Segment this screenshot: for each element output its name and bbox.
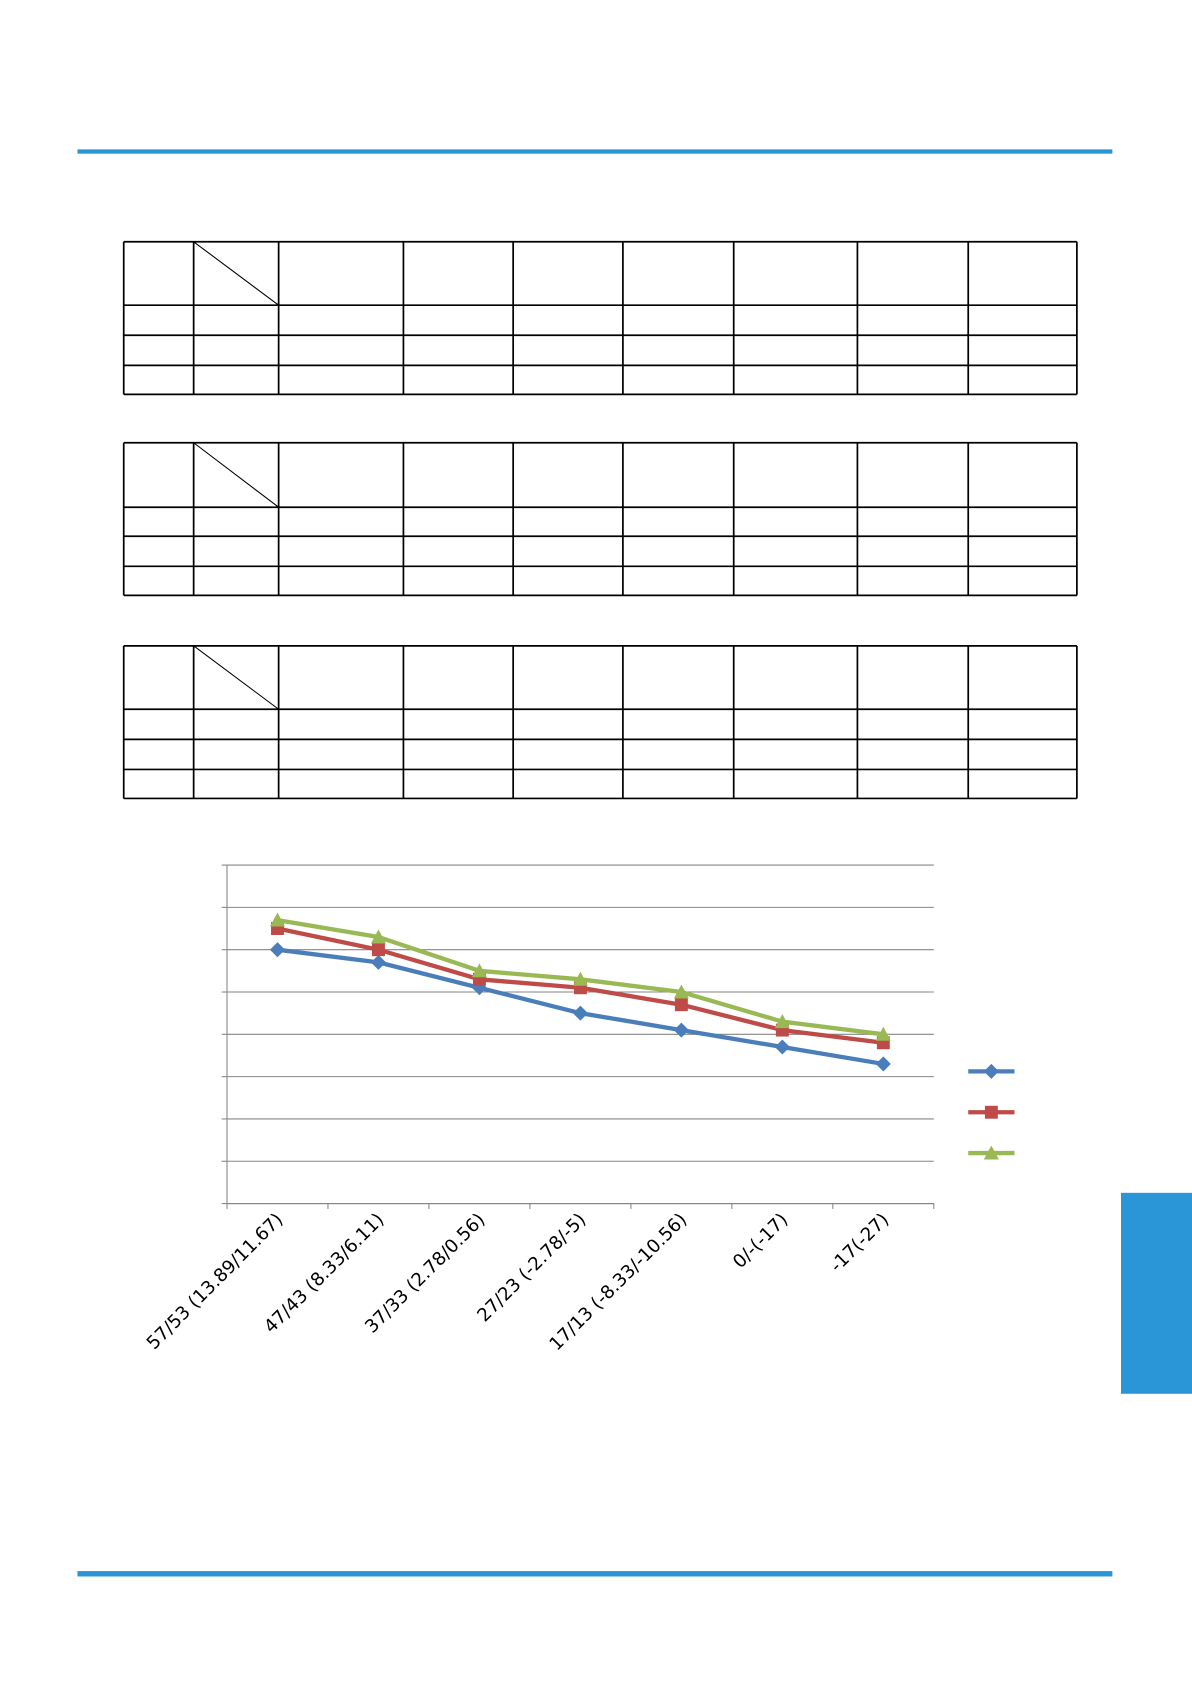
data-point <box>774 1014 790 1029</box>
x-tick-label: 0/-(-17) <box>729 1209 792 1272</box>
x-tick-label: -17(-27) <box>826 1209 893 1276</box>
x-tick-label: 27/23 (-2.78/-5) <box>473 1209 590 1326</box>
series <box>269 942 891 1072</box>
data-point <box>372 943 385 957</box>
legend-marker <box>983 1063 999 1079</box>
table <box>122 240 1078 396</box>
section-tab <box>1120 1192 1192 1394</box>
data-point <box>269 912 286 927</box>
legend-entry <box>968 1145 1015 1160</box>
legend-marker <box>983 1145 999 1160</box>
diagonal-rule <box>193 645 279 710</box>
data-point <box>269 942 286 958</box>
legend-marker <box>984 1105 998 1119</box>
data-point <box>572 971 588 986</box>
data-point <box>674 998 688 1012</box>
data-point <box>875 1056 891 1072</box>
legend-entry <box>968 1063 1015 1079</box>
series <box>269 912 891 1041</box>
table <box>122 644 1078 800</box>
footer-rule <box>77 1571 1113 1577</box>
header-rule <box>77 149 1113 154</box>
data-point <box>471 963 487 978</box>
chart: 57/53 (13.89/11.67)47/43 (8.33/6.11)37/3… <box>143 864 1015 1355</box>
data-point <box>774 1039 790 1055</box>
x-tick-label: 57/53 (13.89/11.67) <box>143 1209 288 1353</box>
diagonal-rule <box>193 442 279 508</box>
table <box>122 441 1078 597</box>
data-point <box>572 1005 588 1021</box>
data-point <box>673 984 689 999</box>
data-point <box>875 1026 891 1041</box>
tables <box>122 240 1078 800</box>
data-point <box>673 1022 689 1038</box>
data-point <box>370 929 386 944</box>
diagonal-rule <box>193 241 279 306</box>
legend-entry <box>968 1105 1015 1119</box>
data-point <box>370 954 386 970</box>
